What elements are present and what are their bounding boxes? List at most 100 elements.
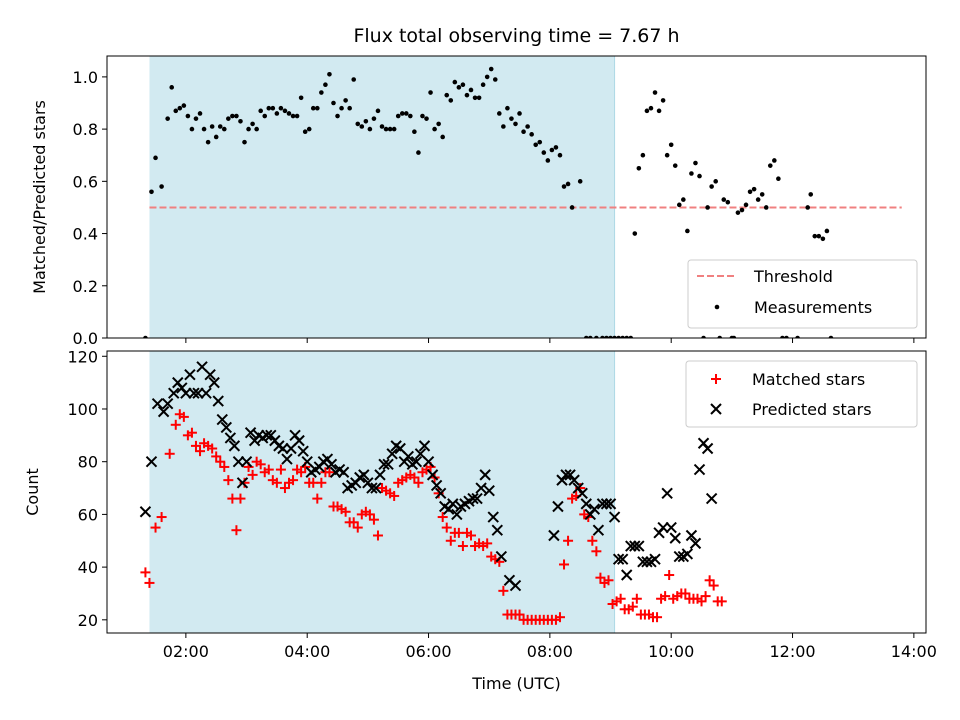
predicted-point <box>568 474 580 486</box>
measurement-point <box>298 95 304 101</box>
measurement-point <box>784 335 789 338</box>
measurement-point <box>767 163 773 168</box>
predicted-point-b <box>244 426 257 439</box>
predicted-point-b <box>410 455 423 468</box>
measurement-point <box>709 184 714 189</box>
predicted-point-b <box>414 448 427 460</box>
bottom-legend-box <box>685 360 918 428</box>
measurement-point <box>681 197 686 202</box>
predicted-point-b <box>681 548 694 560</box>
predicted-point-b <box>483 484 495 497</box>
measurement-point <box>577 179 583 184</box>
predicted-point <box>430 479 443 492</box>
predicted-point <box>434 487 447 500</box>
matched-point <box>279 483 290 494</box>
predicted-point <box>608 511 621 523</box>
predicted-point-b <box>430 479 443 492</box>
measurement-point <box>399 111 405 116</box>
predicted-point <box>325 458 338 471</box>
measurement-point <box>383 126 389 132</box>
predicted-point-b <box>503 574 516 586</box>
measurement-point <box>484 74 490 80</box>
measurement-point <box>476 95 482 101</box>
measurement-point <box>274 111 280 116</box>
predicted-point <box>616 553 629 565</box>
matched-point <box>704 575 715 586</box>
measurement-point <box>557 152 563 158</box>
predicted-point-b <box>394 442 406 455</box>
measurement-point <box>315 105 320 111</box>
predicted-point-b <box>180 387 192 399</box>
measurement-point <box>327 71 332 77</box>
measurement-point <box>735 210 741 215</box>
top-ytick-label: 0.4 <box>73 225 98 244</box>
predicted-point <box>673 550 685 563</box>
measurement-point <box>751 186 757 192</box>
measurement-point <box>795 335 800 338</box>
predicted-point-b <box>665 521 677 534</box>
predicted-point <box>669 532 681 544</box>
measurement-point <box>282 108 288 114</box>
predicted-point-b <box>196 361 208 373</box>
predicted-point-b <box>479 469 491 481</box>
predicted-point-b <box>661 487 673 500</box>
matched-point <box>150 522 161 533</box>
measurement-point <box>731 335 737 338</box>
measurement-point <box>636 165 642 171</box>
measurement-point <box>705 205 710 210</box>
measurement-point <box>428 90 433 95</box>
predicted-point-b <box>366 482 378 494</box>
bottom-ytick-label: 20 <box>78 611 98 630</box>
measurement-point <box>624 335 630 338</box>
predicted-point <box>297 445 309 457</box>
predicted-point-b <box>382 458 394 471</box>
measurement-point <box>604 335 609 338</box>
predicted-point-b <box>657 521 669 534</box>
matched-point <box>700 591 711 602</box>
measurement-point <box>664 152 670 158</box>
predicted-point <box>212 395 224 407</box>
matched-point <box>615 593 626 604</box>
measurement-point <box>432 126 437 132</box>
measurement-point <box>197 111 203 116</box>
matched-point <box>215 456 226 467</box>
predicted-point-b <box>637 556 649 568</box>
matched-point <box>445 535 456 546</box>
matched-point <box>441 522 452 533</box>
predicted-point <box>495 550 508 563</box>
measurement-point <box>189 126 195 132</box>
predicted-point-b <box>301 455 313 468</box>
bottom-legend: Matched stars Predicted stars <box>685 360 918 428</box>
matched-point <box>409 472 420 483</box>
legend-matched-swatch <box>711 374 721 384</box>
predicted-point <box>244 426 257 439</box>
predicted-point <box>685 529 698 542</box>
matched-point <box>660 591 671 602</box>
predicted-point-b <box>701 442 714 455</box>
measurement-point <box>234 113 239 119</box>
measurement-point <box>689 171 694 176</box>
predicted-point <box>600 498 613 510</box>
predicted-point-b <box>337 466 350 478</box>
predicted-point <box>216 413 228 426</box>
measurement-point <box>254 126 259 132</box>
predicted-point-b <box>560 469 572 481</box>
measurement-point <box>513 121 518 127</box>
predicted-point-b <box>471 492 483 505</box>
predicted-point <box>426 469 439 481</box>
predicted-point-b <box>208 376 220 389</box>
matched-point <box>603 575 614 586</box>
predicted-point <box>681 548 694 560</box>
matched-point <box>498 585 509 596</box>
predicted-point <box>596 498 609 510</box>
predicted-point <box>168 387 180 399</box>
measurement-point <box>395 113 401 119</box>
predicted-point <box>641 556 653 568</box>
measurement-point <box>759 192 765 197</box>
measurement-point <box>553 145 559 150</box>
predicted-point <box>200 387 212 399</box>
predicted-point-b <box>495 550 508 563</box>
matched-point <box>186 427 197 438</box>
bottom-frame <box>106 350 927 634</box>
measurement-point <box>509 116 514 121</box>
